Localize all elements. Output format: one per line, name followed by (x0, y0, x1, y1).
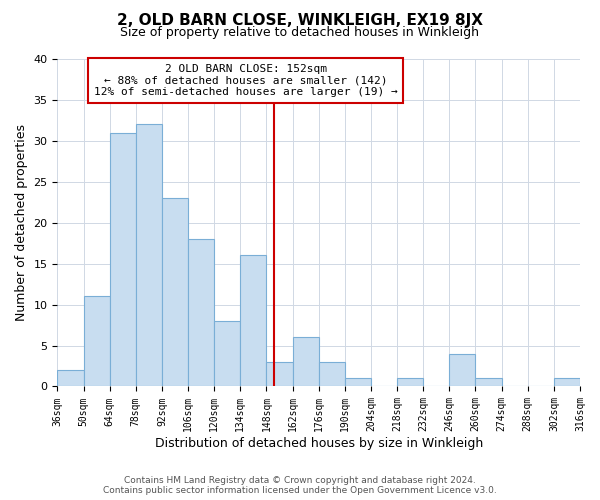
Bar (449, 354, 475, 386)
Y-axis label: Number of detached properties: Number of detached properties (15, 124, 28, 321)
Bar (136, 124, 162, 386)
Text: 2, OLD BARN CLOSE, WINKLEIGH, EX19 8JX: 2, OLD BARN CLOSE, WINKLEIGH, EX19 8JX (117, 12, 483, 28)
Text: Contains HM Land Registry data © Crown copyright and database right 2024.
Contai: Contains HM Land Registry data © Crown c… (103, 476, 497, 495)
Bar (475, 378, 502, 386)
Bar (554, 378, 580, 386)
Bar (214, 321, 241, 386)
Bar (266, 362, 293, 386)
Bar (319, 362, 345, 386)
Bar (110, 132, 136, 386)
Bar (58, 370, 83, 386)
Text: Size of property relative to detached houses in Winkleigh: Size of property relative to detached ho… (121, 26, 479, 39)
Bar (241, 256, 266, 386)
Bar (345, 378, 371, 386)
X-axis label: Distribution of detached houses by size in Winkleigh: Distribution of detached houses by size … (155, 437, 483, 450)
Bar (293, 338, 319, 386)
Bar (83, 296, 110, 386)
Text: 2 OLD BARN CLOSE: 152sqm
← 88% of detached houses are smaller (142)
12% of semi-: 2 OLD BARN CLOSE: 152sqm ← 88% of detach… (94, 64, 397, 97)
Bar (162, 198, 188, 386)
Bar (188, 239, 214, 386)
Bar (397, 378, 423, 386)
